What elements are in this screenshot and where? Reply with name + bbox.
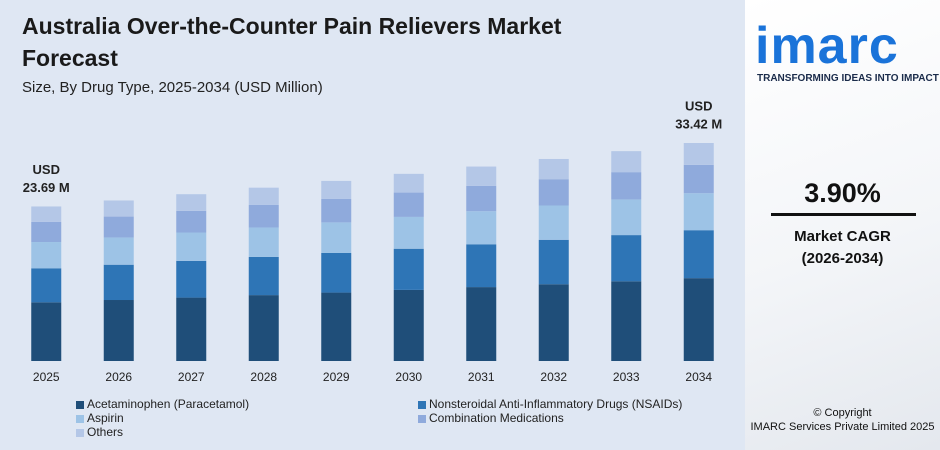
bar-segment bbox=[466, 211, 497, 245]
bar-segment bbox=[683, 278, 714, 361]
legend-label: Aspirin bbox=[87, 411, 124, 425]
x-tick-label: 2025 bbox=[33, 370, 60, 384]
bar-segment bbox=[683, 143, 714, 165]
bar-segment bbox=[321, 222, 352, 253]
bar-segment bbox=[176, 297, 207, 361]
x-tick-label: 2032 bbox=[540, 370, 567, 384]
bar-segment bbox=[248, 295, 279, 361]
annotation-value: 23.69 M bbox=[23, 180, 70, 195]
bar-segment bbox=[538, 239, 569, 285]
x-tick-label: 2034 bbox=[685, 370, 712, 384]
chart-subtitle: Size, By Drug Type, 2025-2034 (USD Milli… bbox=[22, 79, 323, 96]
bar-segment bbox=[321, 198, 352, 223]
bar-segment bbox=[611, 172, 642, 200]
bar-segment bbox=[321, 292, 352, 361]
bar-segment bbox=[683, 230, 714, 279]
bar-segment bbox=[103, 200, 134, 217]
x-tick-label: 2026 bbox=[105, 370, 132, 384]
sidebar: imarc TRANSFORMING IDEAS INTO IMPACT 3.9… bbox=[745, 0, 940, 450]
bar-segment bbox=[103, 237, 134, 265]
bar-segment bbox=[466, 244, 497, 288]
x-tick-label: 2033 bbox=[613, 370, 640, 384]
annotation-label: USD bbox=[685, 98, 712, 113]
bar-segment bbox=[538, 179, 569, 206]
bar-segment bbox=[31, 268, 62, 303]
bar-segment bbox=[393, 192, 424, 217]
bar-segment bbox=[176, 232, 207, 261]
cagr-label: Market CAGR bbox=[794, 228, 891, 245]
tagline: TRANSFORMING IDEAS INTO IMPACT bbox=[757, 73, 939, 84]
bar-segment bbox=[393, 173, 424, 193]
annotation-value: 33.42 M bbox=[675, 116, 722, 131]
chart-title: Australia Over-the-Counter Pain Reliever… bbox=[22, 13, 562, 71]
bar-segment bbox=[321, 180, 352, 199]
bar-segment bbox=[31, 221, 62, 243]
x-tick-label: 2029 bbox=[323, 370, 350, 384]
legend-label: Others bbox=[87, 425, 123, 439]
x-tick-label: 2028 bbox=[250, 370, 277, 384]
bar-segment bbox=[176, 194, 207, 211]
bar-segment bbox=[176, 260, 207, 298]
annotation-label: USD bbox=[33, 162, 60, 177]
cagr-value: 3.90% bbox=[804, 178, 881, 208]
legend-swatch bbox=[76, 429, 84, 437]
bar-segment bbox=[466, 185, 497, 212]
bar-segment bbox=[103, 264, 134, 301]
bar-segment bbox=[393, 216, 424, 249]
bar-segment bbox=[103, 300, 134, 361]
legend-swatch bbox=[418, 401, 426, 409]
bar-segment bbox=[176, 210, 207, 233]
bar-segment bbox=[248, 187, 279, 205]
bar-segment bbox=[538, 158, 569, 180]
divider bbox=[771, 213, 916, 216]
bar-segment bbox=[538, 205, 569, 240]
bar-segment bbox=[683, 193, 714, 231]
bar-segment bbox=[31, 302, 62, 361]
bar-segment bbox=[611, 199, 642, 236]
legend-label: Combination Medications bbox=[429, 411, 564, 425]
logo: imarc bbox=[755, 17, 899, 75]
bar-segment bbox=[611, 151, 642, 173]
legend-label: Acetaminophen (Paracetamol) bbox=[87, 397, 249, 411]
bar-segment bbox=[683, 164, 714, 194]
bar-segment bbox=[31, 242, 62, 269]
chart: 2025 2026 2027 2028 2029 2030 2031 2032 2033 2034… bbox=[23, 98, 722, 439]
bar-segment bbox=[103, 216, 134, 238]
bar-segment bbox=[31, 206, 62, 222]
bar-segment bbox=[248, 227, 279, 257]
cagr-period: (2026-2034) bbox=[801, 250, 884, 267]
bar-segment bbox=[466, 287, 497, 361]
bar-segment bbox=[393, 248, 424, 290]
bar-segment bbox=[393, 289, 424, 361]
bar-segment bbox=[466, 166, 497, 186]
bar-segment bbox=[321, 252, 352, 293]
legend-swatch bbox=[76, 415, 84, 423]
legend-label: Nonsteroidal Anti-Inflammatory Drugs (NS… bbox=[429, 397, 682, 411]
x-tick-label: 2027 bbox=[178, 370, 205, 384]
bar-segment bbox=[611, 235, 642, 282]
x-tick-label: 2031 bbox=[468, 370, 495, 384]
company: IMARC Services Private Limited 2025 bbox=[750, 421, 935, 433]
legend-swatch bbox=[76, 401, 84, 409]
legend-swatch bbox=[418, 415, 426, 423]
bar-segment bbox=[538, 284, 569, 361]
bar-segment bbox=[248, 204, 279, 228]
copyright: © Copyright bbox=[813, 407, 872, 419]
x-tick-label: 2030 bbox=[395, 370, 422, 384]
bar-segment bbox=[248, 256, 279, 296]
bar-segment bbox=[611, 281, 642, 361]
